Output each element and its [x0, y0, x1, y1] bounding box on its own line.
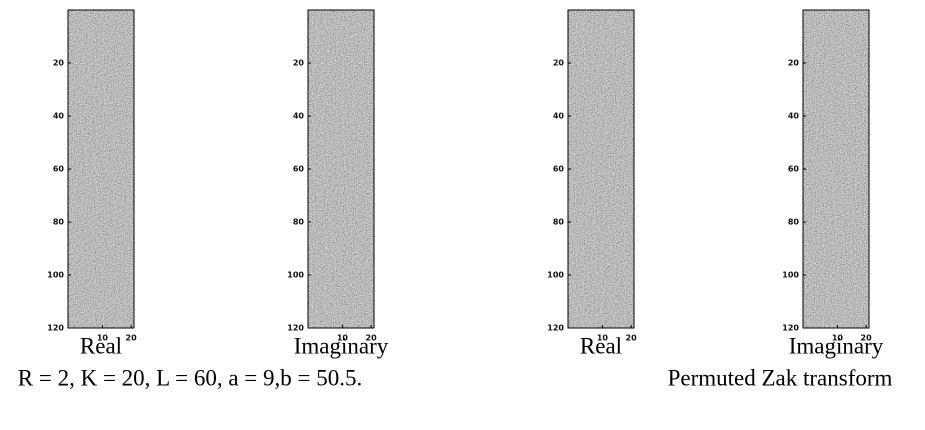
y-tick-label: 40	[553, 112, 565, 121]
x-tick-label: 20	[126, 334, 138, 343]
y-tick-label: 20	[293, 59, 305, 68]
image-panel	[803, 10, 869, 328]
y-tick-label: 20	[553, 59, 565, 68]
y-tick-label: 80	[788, 218, 800, 227]
x-tick-label: 10	[832, 334, 844, 343]
y-tick-label: 100	[47, 271, 64, 280]
y-tick-label: 60	[553, 165, 565, 174]
y-tick-label: 120	[782, 324, 799, 333]
y-tick-label: 20	[53, 59, 65, 68]
y-tick-label: 80	[293, 218, 305, 227]
image-panel	[568, 10, 634, 328]
y-tick-label: 120	[547, 324, 564, 333]
y-tick-label: 60	[293, 165, 305, 174]
x-tick-label: 20	[626, 334, 638, 343]
y-tick-label: 80	[553, 218, 565, 227]
image-panel	[308, 10, 374, 328]
x-tick-label: 10	[97, 334, 109, 343]
caption: Permuted Zak transform	[668, 365, 893, 390]
y-tick-label: 60	[788, 165, 800, 174]
x-label: Real	[580, 333, 622, 358]
y-tick-label: 100	[782, 271, 799, 280]
x-label: Imaginary	[789, 333, 884, 358]
x-label: Real	[80, 333, 122, 358]
y-tick-label: 40	[788, 112, 800, 121]
x-label: Imaginary	[294, 333, 389, 358]
x-tick-label: 10	[597, 334, 609, 343]
y-tick-label: 120	[47, 324, 64, 333]
y-tick-label: 80	[53, 218, 65, 227]
x-tick-label: 20	[366, 334, 378, 343]
x-tick-label: 20	[861, 334, 873, 343]
y-tick-label: 100	[287, 271, 304, 280]
caption: R = 2, K = 20, L = 60, a = 9,b = 50.5.	[18, 365, 362, 390]
y-tick-label: 60	[53, 165, 65, 174]
y-tick-label: 40	[293, 112, 305, 121]
y-tick-label: 100	[547, 271, 564, 280]
y-tick-label: 40	[53, 112, 65, 121]
y-tick-label: 20	[788, 59, 800, 68]
x-tick-label: 10	[337, 334, 349, 343]
image-panel	[68, 10, 134, 328]
y-tick-label: 120	[287, 324, 304, 333]
